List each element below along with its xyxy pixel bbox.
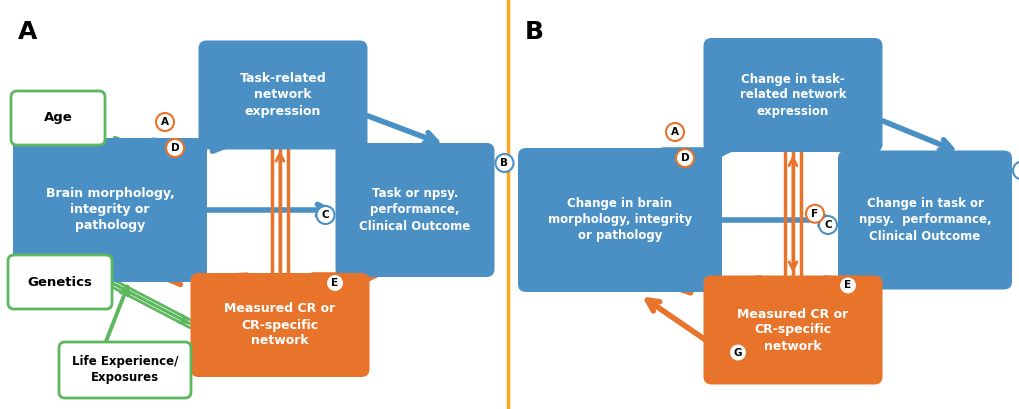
- Text: Measured CR or
CR-specific
network: Measured CR or CR-specific network: [737, 308, 848, 353]
- Circle shape: [805, 205, 823, 223]
- Text: D: D: [170, 143, 179, 153]
- Circle shape: [1012, 162, 1019, 180]
- Text: A: A: [161, 117, 169, 127]
- FancyBboxPatch shape: [703, 38, 881, 152]
- Circle shape: [495, 154, 513, 172]
- FancyBboxPatch shape: [335, 143, 494, 277]
- FancyBboxPatch shape: [703, 276, 881, 384]
- Circle shape: [676, 149, 693, 167]
- Text: Change in task-
related network
expression: Change in task- related network expressi…: [739, 72, 846, 117]
- FancyBboxPatch shape: [518, 148, 721, 292]
- FancyBboxPatch shape: [13, 138, 207, 282]
- Circle shape: [818, 216, 837, 234]
- FancyBboxPatch shape: [838, 151, 1011, 290]
- FancyBboxPatch shape: [11, 91, 105, 145]
- Text: Change in task or
npsy.  performance,
Clinical Outcome: Change in task or npsy. performance, Cli…: [858, 198, 990, 243]
- Text: F: F: [811, 209, 818, 219]
- Text: Genetics: Genetics: [28, 276, 93, 288]
- Circle shape: [665, 123, 684, 141]
- FancyBboxPatch shape: [191, 273, 369, 377]
- Circle shape: [316, 206, 334, 224]
- Text: B: B: [500, 158, 508, 168]
- Text: Measured CR or
CR-specific
network: Measured CR or CR-specific network: [224, 303, 335, 348]
- FancyBboxPatch shape: [8, 255, 112, 309]
- Circle shape: [729, 344, 746, 362]
- Circle shape: [839, 276, 856, 294]
- Text: Task-related
network
expression: Task-related network expression: [239, 72, 326, 117]
- Text: Age: Age: [44, 112, 72, 124]
- Text: E: E: [844, 281, 851, 290]
- Text: A: A: [671, 127, 679, 137]
- Text: Change in brain
morphology, integrity
or pathology: Change in brain morphology, integrity or…: [547, 198, 691, 243]
- FancyBboxPatch shape: [199, 40, 367, 150]
- Circle shape: [326, 274, 343, 292]
- Text: B: B: [1017, 166, 1019, 175]
- Text: Brain morphology,
integrity or
pathology: Brain morphology, integrity or pathology: [46, 187, 174, 232]
- Text: G: G: [733, 348, 742, 357]
- Text: B: B: [525, 20, 543, 44]
- Circle shape: [156, 113, 174, 131]
- Text: Life Experience/
Exposures: Life Experience/ Exposures: [71, 355, 178, 384]
- Text: A: A: [18, 20, 38, 44]
- Text: D: D: [680, 153, 689, 163]
- Text: C: C: [823, 220, 832, 230]
- Text: C: C: [321, 210, 329, 220]
- Text: E: E: [331, 278, 338, 288]
- Circle shape: [166, 139, 183, 157]
- FancyBboxPatch shape: [59, 342, 191, 398]
- Text: Task or npsy.
performance,
Clinical Outcome: Task or npsy. performance, Clinical Outc…: [359, 187, 470, 232]
